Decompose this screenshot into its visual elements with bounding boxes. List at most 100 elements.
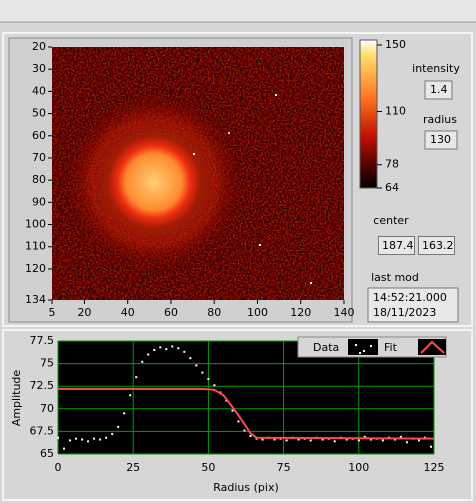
- data-point: [243, 429, 246, 432]
- data-point: [429, 445, 432, 448]
- numeric-box[interactable]: 163.2: [418, 236, 455, 255]
- colorbar: [359, 39, 378, 189]
- data-point: [147, 353, 150, 356]
- x-tick-label: 60: [164, 306, 178, 319]
- legend-line: [420, 340, 445, 354]
- label: last mod: [371, 271, 419, 284]
- hot-pixel: [259, 244, 261, 246]
- data-point: [321, 438, 324, 441]
- data-point: [57, 436, 59, 439]
- colorbar-label: 64: [385, 181, 399, 194]
- controls: intensity 1.4 radius 130 center 187.4 16…: [367, 62, 460, 323]
- y-tick-label: 110: [25, 240, 46, 253]
- data-point: [237, 420, 240, 423]
- marks: [57, 345, 435, 450]
- data-point: [177, 347, 180, 350]
- data-point: [63, 447, 66, 450]
- y-tick-label: 90: [32, 195, 46, 208]
- y-tick-label: 134: [25, 293, 46, 306]
- data-point: [183, 350, 186, 353]
- data-point: [369, 438, 372, 441]
- data-point: [285, 439, 288, 442]
- data-point: [123, 412, 126, 415]
- data-point: [135, 376, 138, 379]
- x-tick-label: 0: [55, 461, 62, 474]
- y-tick-label: 30: [32, 62, 46, 75]
- data-point: [141, 360, 144, 363]
- data-point: [159, 346, 162, 349]
- colorbar-label: 78: [385, 158, 399, 171]
- x-tick-label: 40: [121, 306, 135, 319]
- data-point: [165, 348, 168, 351]
- hot-pixel: [228, 132, 230, 134]
- timestamp-box: [367, 287, 459, 323]
- label: center: [373, 214, 409, 227]
- data-point: [189, 357, 192, 360]
- y-tick-label: 75: [40, 357, 54, 370]
- data-point: [81, 438, 84, 441]
- spot: [92, 120, 216, 244]
- data-point: [273, 438, 276, 441]
- date: 18/11/2023: [373, 306, 436, 319]
- y-tick-label: 50: [32, 107, 46, 120]
- data-point: [363, 435, 366, 438]
- value: 130: [430, 133, 451, 146]
- legend-label: Fit: [384, 341, 398, 354]
- legend-icon: [348, 339, 378, 355]
- hot-pixel: [193, 153, 195, 155]
- legend-label: Data: [313, 341, 339, 354]
- data-point: [357, 439, 360, 442]
- data-point: [261, 438, 264, 441]
- y-tick-label: 20: [32, 40, 46, 53]
- top-strip: [0, 0, 476, 22]
- data-point: [129, 394, 132, 397]
- value: 187.4: [382, 239, 414, 252]
- legend-dot: [359, 352, 361, 354]
- label: radius: [423, 113, 457, 126]
- data-point: [117, 425, 120, 428]
- y-tick-label: 60: [32, 129, 46, 142]
- x-tick-label: 5: [49, 306, 56, 319]
- data-point: [111, 433, 114, 436]
- data-point: [393, 438, 396, 441]
- data-point: [381, 439, 384, 442]
- data-point: [99, 438, 102, 441]
- numeric-box[interactable]: 187.4: [378, 236, 415, 255]
- data-point: [105, 436, 108, 439]
- data-point: [75, 437, 78, 440]
- y-tick-label: 67.5: [30, 424, 55, 437]
- data-point: [153, 349, 156, 352]
- data-point: [87, 440, 90, 443]
- data-point: [345, 438, 348, 441]
- box: [418, 236, 455, 255]
- y-tick-label: 77.5: [30, 334, 55, 347]
- data-point: [69, 439, 72, 442]
- numeric-box[interactable]: [424, 130, 458, 150]
- y-tick-label: 70: [40, 402, 54, 415]
- x-tick-label: 20: [77, 306, 91, 319]
- legend-dot: [363, 350, 365, 352]
- y-tick-label: 80: [32, 173, 46, 186]
- data-point: [399, 435, 402, 438]
- label: intensity: [412, 62, 460, 75]
- data-point: [333, 440, 336, 443]
- x-tick-label: 25: [126, 461, 140, 474]
- value: 1.4: [430, 83, 448, 96]
- x-tick-label: 100: [348, 461, 369, 474]
- data-point: [195, 364, 198, 367]
- data-point: [93, 437, 96, 440]
- legend-dot: [355, 344, 357, 346]
- y-tick-label: 120: [25, 262, 46, 275]
- data-point: [309, 439, 312, 442]
- colorbar-label: 150: [385, 38, 406, 51]
- numeric-box[interactable]: [424, 80, 453, 100]
- image: [52, 47, 344, 300]
- hot-pixel: [275, 94, 277, 96]
- fit-line: [58, 387, 435, 440]
- legend-dot: [370, 345, 372, 347]
- y-tick-label: 100: [25, 218, 46, 231]
- time: 14:52:21.000: [373, 291, 447, 304]
- data-point: [405, 441, 408, 444]
- data-point: [171, 345, 174, 348]
